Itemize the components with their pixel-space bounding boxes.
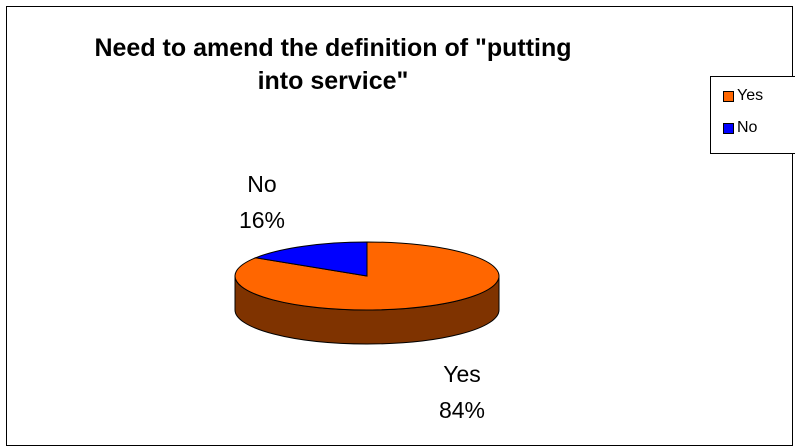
- legend: Yes No: [710, 76, 795, 154]
- data-label-no-category: No: [247, 171, 276, 197]
- legend-label-no: No: [737, 119, 758, 136]
- data-label-yes-percent: 84%: [439, 397, 485, 423]
- data-label-yes-category: Yes: [443, 361, 481, 387]
- legend-entry-yes: Yes: [723, 87, 763, 105]
- pie-slice-yes: [234, 241, 500, 311]
- pie-slice-no: [253, 241, 368, 277]
- legend-entry-no: No: [723, 119, 757, 137]
- data-label-no-percent: 16%: [239, 207, 285, 233]
- chart-title: Need to amend the definition of "putting…: [94, 34, 572, 95]
- chart-area: [6, 6, 793, 446]
- legend-swatch-yes: [723, 90, 734, 102]
- legend-swatch-no: [723, 122, 734, 134]
- pie-chart: Yes 84% No 16%: [234, 171, 500, 423]
- legend-label-yes: Yes: [737, 87, 764, 104]
